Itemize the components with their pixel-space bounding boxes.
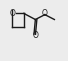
Text: O: O <box>32 31 38 40</box>
Text: O: O <box>9 9 15 18</box>
Text: O: O <box>42 9 48 18</box>
